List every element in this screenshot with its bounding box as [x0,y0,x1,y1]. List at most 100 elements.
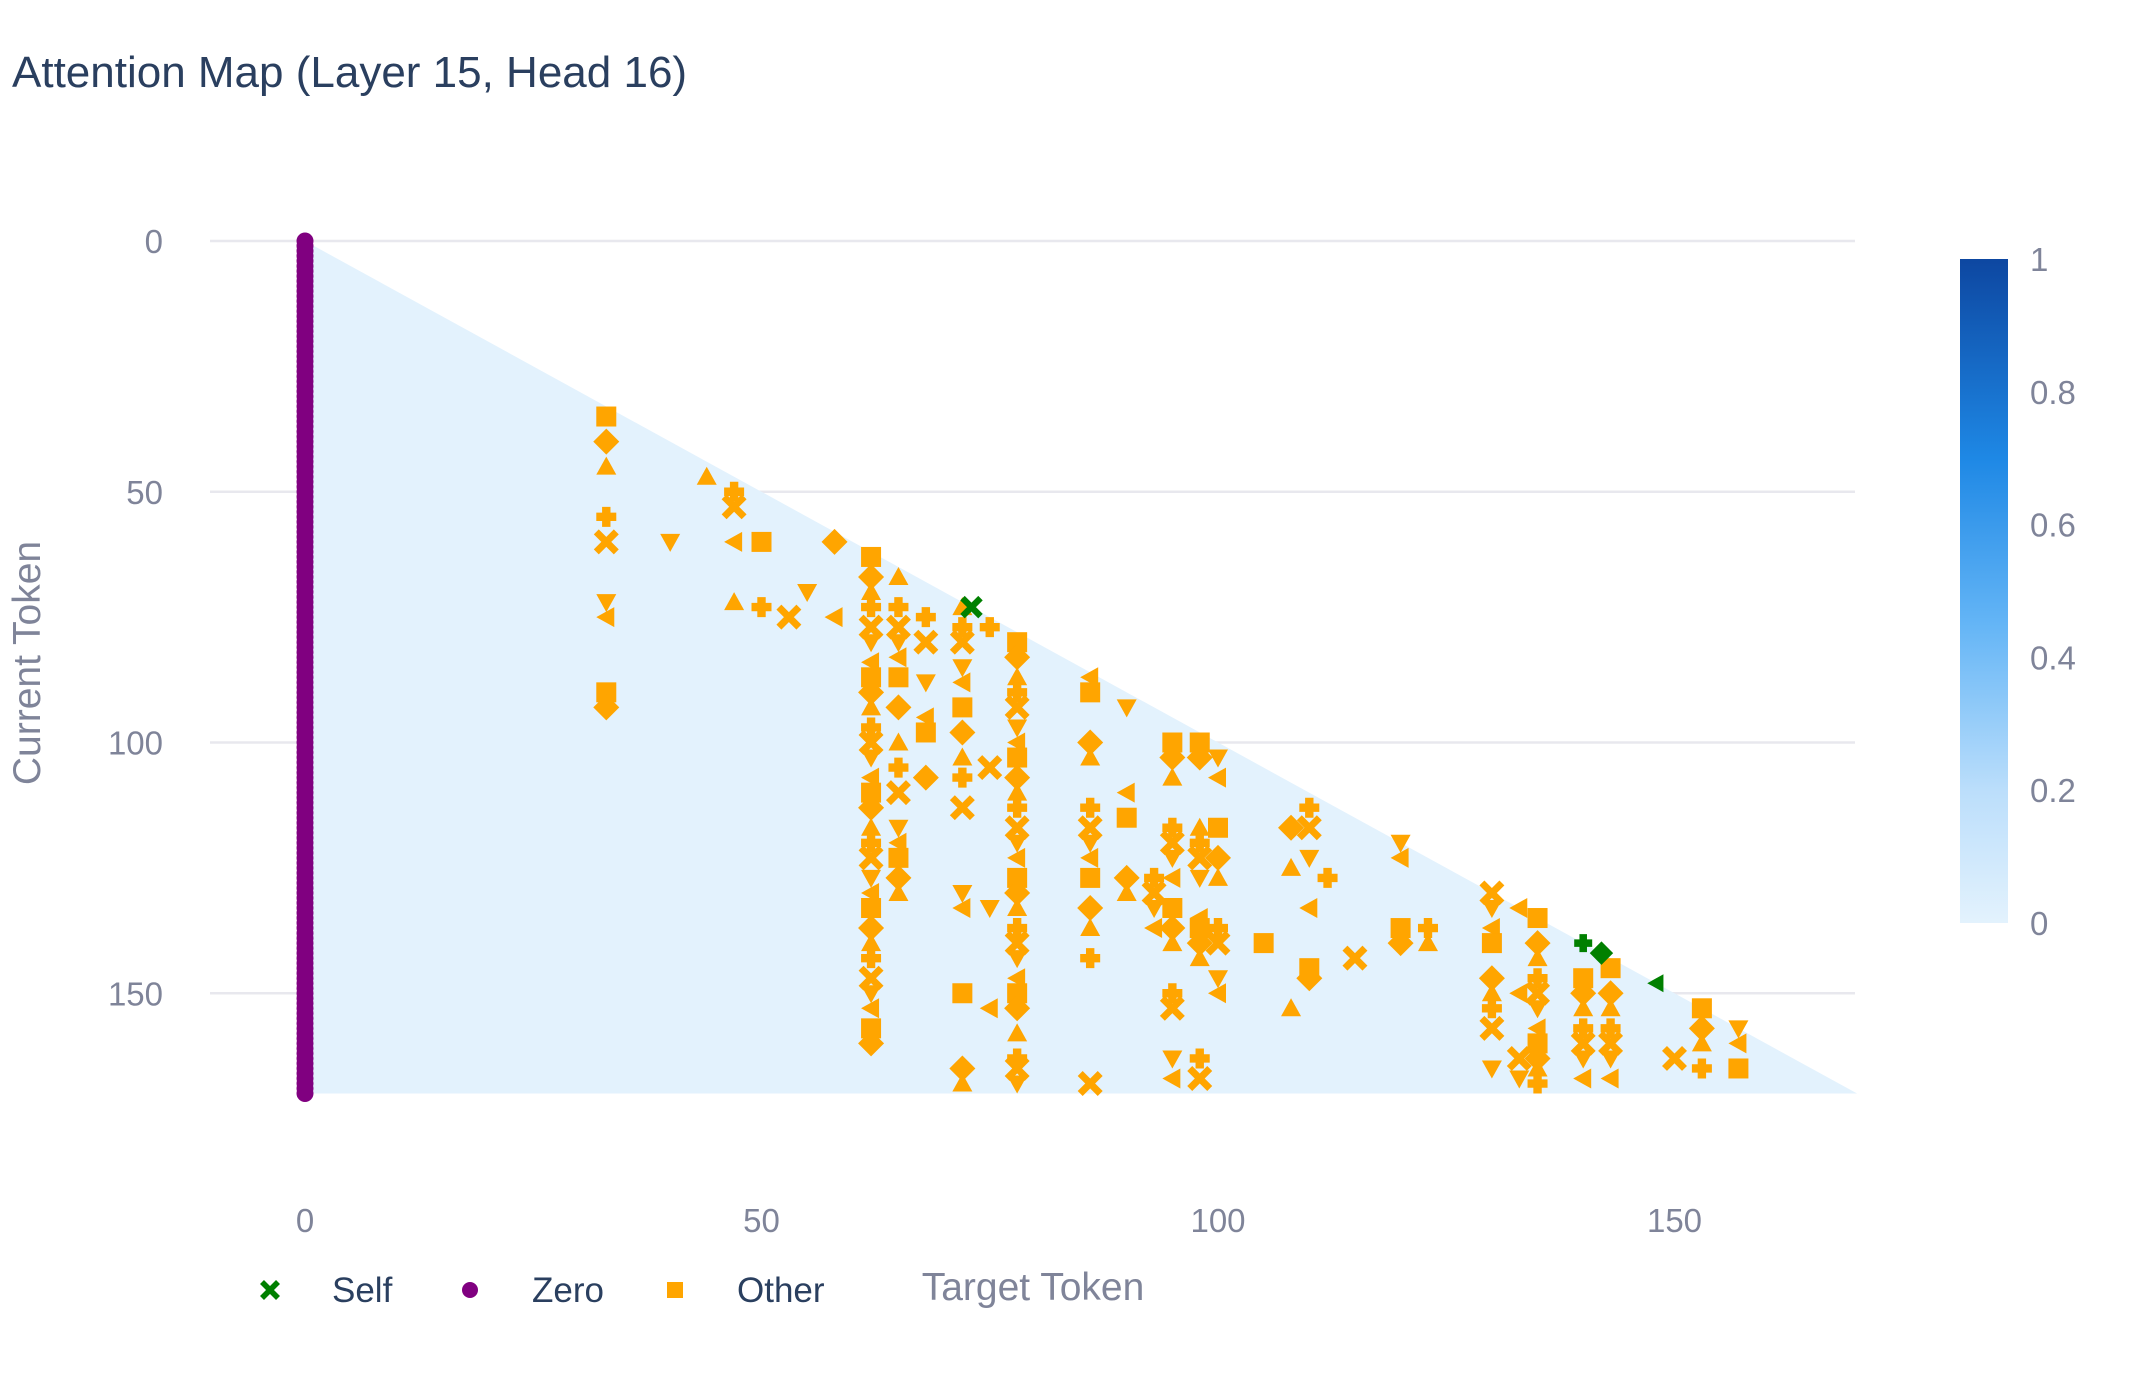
legend[interactable]: Self Zero Other [260,1271,825,1310]
other-point [1527,1000,1548,1019]
other-point [1077,894,1104,921]
other-point [1527,908,1548,929]
other-point [724,531,743,552]
other-point [1600,1050,1621,1069]
other-point [885,864,912,891]
colorbar-tick-label: 0.2 [2030,772,2076,809]
other-point [861,582,882,601]
y-axis-title: Current Token [6,541,49,785]
legend-item-other[interactable]: Other [667,1271,825,1310]
other-point [724,481,745,502]
other-point [913,629,939,655]
other-point [1007,1048,1028,1069]
other-point [1187,845,1213,871]
other-point [1417,933,1438,952]
other-point [1007,834,1028,853]
other-point [1296,815,1322,841]
other-point [1080,867,1101,888]
other-point [952,884,973,903]
other-point [1004,644,1031,671]
other-point [1159,830,1185,856]
other-point [1113,864,1140,891]
other-point [888,847,909,868]
other-point [915,707,934,728]
other-point [1004,1055,1030,1081]
self-series [960,595,1664,993]
other-point [861,897,882,918]
other-point [1527,948,1548,967]
other-point [1342,945,1368,971]
x-tick-label: 50 [743,1202,780,1239]
other-point [979,998,998,1019]
x-axis-ticks: 0 50 100 150 [296,1202,1702,1239]
colorbar-ticks: 0 0.2 0.4 0.6 0.8 1 [2030,241,2076,942]
colorbar-tick-label: 0.4 [2030,639,2076,676]
other-point [888,647,907,668]
other-point [885,694,912,721]
self-point [960,595,983,619]
other-point [861,767,880,788]
other-point [861,667,882,688]
other-point [1208,867,1228,886]
other-point [979,617,1000,638]
other-point [1527,1033,1548,1054]
x-tick-label: 100 [1190,1202,1245,1239]
other-point [1600,1018,1621,1039]
other-point [1080,667,1099,688]
other-point [596,406,617,427]
other-point [1390,834,1411,853]
other-point [1007,782,1028,801]
other-point [858,965,884,991]
other-point [1007,897,1028,916]
colorbar-tick-label: 0 [2030,905,2048,942]
other-point [861,597,882,618]
other-point [596,682,617,703]
other-point [915,722,936,743]
legend-item-self[interactable]: Self [260,1271,393,1310]
legend-symbol [462,1282,478,1298]
chart-title: Attention Map (Layer 15, Head 16) [12,48,687,97]
other-point [1597,980,1624,1007]
other-point [861,882,880,903]
other-point [1007,632,1028,653]
other-point [1189,1048,1210,1069]
other-point [1600,1068,1619,1089]
other-point [1116,782,1135,803]
heatmap-area [305,241,1858,1094]
other-point [888,634,909,653]
other-point [1189,869,1210,888]
colorbar [1960,259,2008,923]
other-point [751,597,772,618]
other-point [776,604,802,630]
other-point [1004,879,1031,906]
other-point [861,985,882,1004]
y-axis-ticks: 0 50 100 150 [108,223,163,1012]
other-point [1573,1068,1592,1089]
other-point [979,899,1000,918]
other-point [1527,1018,1546,1039]
other-point [596,506,617,527]
x-tick-label: 0 [296,1202,314,1239]
y-tick-label: 100 [108,725,163,762]
other-point [1007,968,1026,989]
other-point [888,819,909,838]
other-point [1189,918,1210,939]
other-point [952,747,973,766]
other-point [1417,918,1438,939]
other-point [1004,995,1031,1022]
other-point [858,794,885,821]
other-point [1481,983,1502,1002]
legend-label: Zero [532,1271,604,1310]
other-point [593,428,620,455]
other-point [1162,867,1181,888]
other-point [1186,930,1213,957]
legend-item-zero[interactable]: Zero [462,1271,604,1310]
other-point [1662,1045,1687,1071]
other-point [1208,817,1228,838]
self-point [1574,934,1593,953]
other-point [949,629,975,655]
other-point [861,948,882,969]
other-point [751,531,772,552]
other-point [1007,867,1028,888]
